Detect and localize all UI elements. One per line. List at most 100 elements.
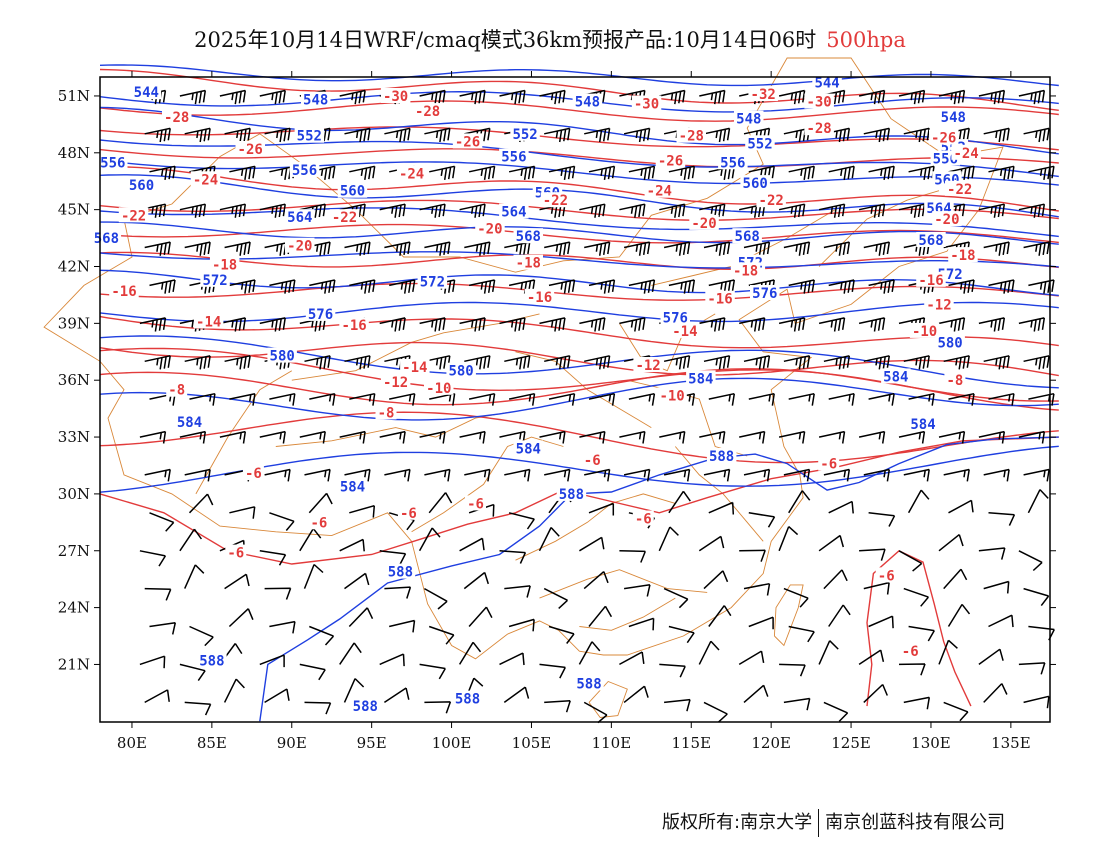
wind-barb: [623, 468, 651, 482]
wind-barb: [938, 534, 964, 552]
wind-barb: [628, 392, 656, 406]
temperature-contour-label: -16: [707, 292, 732, 308]
height-contour-label-bg: [935, 334, 965, 350]
temperature-contour-label-bg: [951, 144, 981, 160]
lat-label: 45N: [58, 201, 90, 219]
temperature-contour-line: [99, 100, 1059, 122]
latitude-labels: 51N 48N 45N 42N 39N 36N 33N 30N 27N 24N 21N: [58, 87, 90, 674]
wind-barb: [778, 430, 806, 444]
wind-barb: [259, 203, 286, 218]
wind-barb: [783, 587, 809, 608]
temperature-contour-line: [99, 68, 1059, 111]
lat-label: 30N: [58, 485, 90, 503]
wind-barb: [943, 355, 970, 370]
wind-barb: [699, 89, 726, 105]
wind-barb: [947, 603, 971, 627]
wind-barb: [308, 492, 333, 514]
wind-barb: [184, 564, 205, 589]
wind-barb: [743, 127, 771, 143]
temperature-contour-label-bg: [375, 404, 397, 420]
lon-label: 95E: [357, 734, 387, 752]
wind-barb: [908, 165, 935, 181]
temperature-contour-label: -30: [806, 95, 831, 111]
wind-barb: [818, 203, 846, 218]
height-contour-line: [99, 377, 1059, 421]
wind-barb: [424, 468, 451, 482]
wind-barb: [623, 241, 651, 256]
height-contour-line: [99, 106, 1059, 155]
wind-barb: [149, 279, 176, 294]
wind-barb: [868, 279, 895, 294]
height-contour-label-bg: [706, 448, 737, 463]
wind-barb: [419, 317, 446, 332]
temperature-contour-label: -6: [310, 515, 327, 531]
temperature-contour-label: -28: [164, 110, 189, 126]
temperature-contour-label-bg: [540, 192, 571, 208]
temperature-contour-label-bg: [804, 120, 834, 136]
temperature-contour-label: -26: [658, 153, 683, 169]
wind-barb: [588, 392, 616, 406]
temperature-contour-label-bg: [644, 182, 675, 198]
temperature-contour-label-bg: [804, 93, 834, 109]
wind-barb: [139, 655, 166, 669]
wind-barb: [384, 127, 411, 143]
wind-barb: [868, 615, 894, 629]
height-contour-label-bg: [337, 182, 368, 198]
height-contour-label: 580: [448, 364, 473, 380]
wind-barb: [179, 89, 207, 105]
height-contour-label-bg: [938, 108, 969, 124]
height-contour-label-bg: [660, 309, 690, 325]
wind-barb: [499, 550, 527, 564]
wind-barb: [788, 165, 815, 181]
height-contour-label-bg: [734, 110, 764, 126]
wind-barb: [139, 430, 167, 444]
wind-barb: [907, 489, 930, 514]
temperature-contour-label: -6: [467, 496, 484, 512]
wind-barb: [858, 317, 886, 332]
wind-barb: [818, 534, 845, 552]
height-contour-line: [99, 301, 1059, 323]
height-contour-line: [99, 251, 1059, 269]
wind-barb: [379, 430, 406, 444]
temperature-contour-line: [99, 368, 1059, 406]
wind-barb: [344, 355, 371, 370]
temperature-contour-label-bg: [339, 317, 369, 333]
wind-barb: [823, 127, 851, 143]
wind-barb: [778, 317, 806, 332]
temperature-contour-label-bg: [632, 510, 654, 526]
wind-barb: [703, 127, 731, 143]
height-contour-label: 576: [752, 286, 777, 302]
height-contour-label: 568: [94, 231, 119, 247]
wind-barb: [983, 355, 1010, 370]
temperature-contour-label-bg: [118, 207, 149, 223]
wind-barb: [219, 203, 247, 218]
longitude-labels: 80E 85E 90E 95E 100E 105E 110E 115E 120E 125E 130E…: [117, 734, 1031, 752]
wind-barb: [264, 127, 291, 143]
taiwan-outline: [773, 584, 804, 647]
height-contour-line: [99, 335, 1059, 389]
temperature-contour-label: -22: [121, 208, 146, 224]
temperature-contour-label: -18: [516, 256, 541, 272]
wind-barb: [1023, 355, 1050, 370]
wind-barb: [424, 701, 452, 714]
wind-barb: [224, 127, 251, 143]
wind-barb: [978, 430, 1006, 444]
wind-barb: [743, 582, 771, 596]
wind-barb: [983, 468, 1010, 482]
wind-barb: [508, 618, 535, 632]
lon-label: 110E: [592, 734, 632, 752]
hainan-outline: [588, 680, 628, 718]
temperature-contour-label: -10: [912, 324, 937, 340]
wind-barb: [778, 526, 799, 552]
lat-label: 42N: [58, 258, 90, 276]
height-contour-line: [99, 174, 1059, 218]
wind-barb: [588, 279, 616, 294]
footer-credits: 版权所有:南京大学 南京创蓝科技有限公司: [662, 808, 1005, 837]
height-contour-label-bg: [289, 161, 320, 177]
wind-barb: [619, 651, 645, 666]
wind-barb: [418, 527, 441, 552]
wind-barb: [668, 165, 696, 181]
wind-barb: [579, 317, 606, 332]
height-contour-label: 584: [910, 417, 935, 433]
wind-barb: [379, 550, 407, 565]
